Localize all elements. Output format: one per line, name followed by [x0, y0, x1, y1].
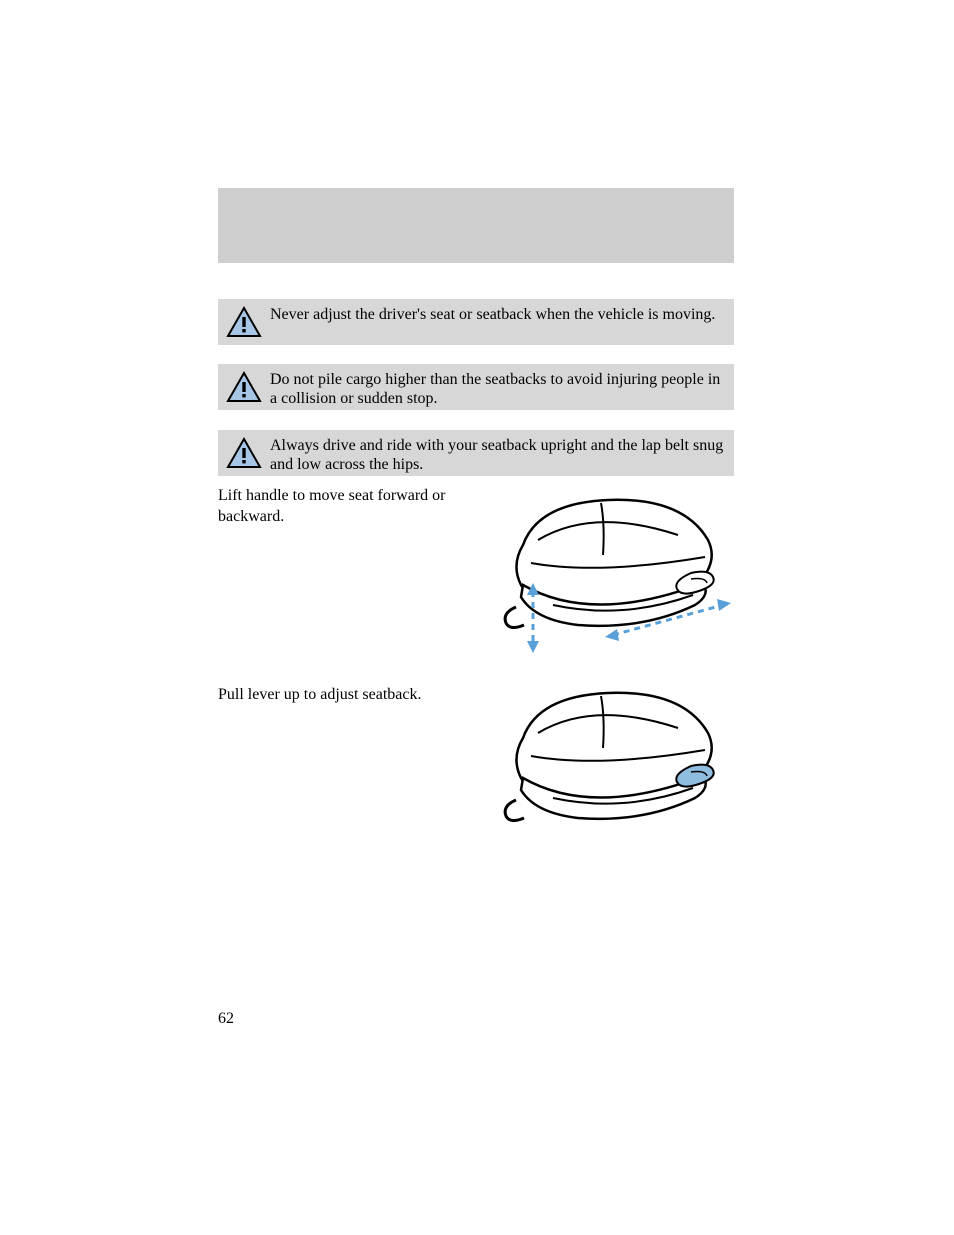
- warning-box-2: Do not pile cargo higher than the seatba…: [218, 364, 734, 410]
- warning-box-1: Never adjust the driver's seat or seatba…: [218, 299, 734, 345]
- instruction-1: Lift handle to move seat forward or back…: [218, 486, 483, 528]
- warning-text-1: Never adjust the driver's seat or seatba…: [270, 305, 715, 324]
- instruction-2: Pull lever up to adjust seatback.: [218, 685, 422, 706]
- warning-icon: [226, 437, 262, 474]
- manual-page: Never adjust the driver's seat or seatba…: [0, 0, 954, 1235]
- warning-text-2: Do not pile cargo higher than the seatba…: [270, 370, 724, 408]
- warning-text-3: Always drive and ride with your seatback…: [270, 436, 724, 474]
- seat-illustration-1: [483, 485, 735, 670]
- warning-icon: [226, 306, 262, 343]
- warning-icon: [226, 371, 262, 408]
- page-number: 62: [218, 1010, 234, 1028]
- chapter-header-bar: [218, 188, 734, 263]
- warning-box-3: Always drive and ride with your seatback…: [218, 430, 734, 476]
- seat-illustration-2: [483, 678, 735, 853]
